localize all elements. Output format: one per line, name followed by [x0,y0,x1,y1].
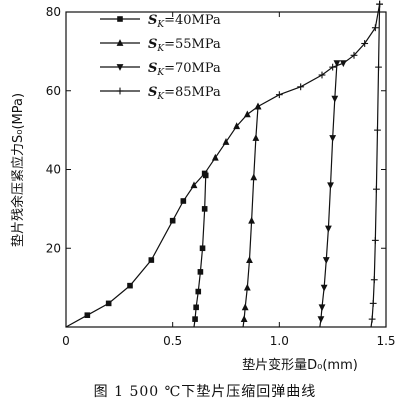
loading-curve-marker [361,40,369,47]
loading-curve-marker [190,181,198,189]
series-marker-3 [331,95,339,103]
series-marker-4 [373,185,380,193]
series-lines [65,4,381,328]
series-marker-1 [201,206,208,212]
ticks: 0 0.5 1.0 1.5 20 40 60 80 [46,5,396,348]
series-marker-2 [246,256,253,263]
series-marker-4 [375,63,382,71]
legend-marker-1 [117,16,123,22]
series-marker-2 [241,303,249,311]
loading-curve-marker [84,312,91,318]
series-marker-2 [240,315,248,323]
series-markers [84,0,383,324]
loading-curve-marker [105,300,112,307]
loading-curve-line [65,4,381,328]
legend-label-3: SK=70MPa [148,61,221,78]
loading-curve-marker [371,24,379,32]
series-marker-3 [325,225,332,233]
loading-curve-marker [222,138,230,145]
loading-curve-marker [329,63,337,71]
series-marker-3 [322,257,330,264]
x-tick-label: 0.5 [163,334,182,348]
series-marker-4 [376,0,383,8]
loading-curve-marker [169,217,176,224]
chart-svg: 0 0.5 1.0 1.5 20 40 60 80 SK=40MPa SK=55MPa SK=70… [10,0,396,373]
x-axis-label: 垫片变形量D₀(mm) [242,357,358,373]
x-tick-label: 1.0 [270,334,289,348]
series-marker-3 [329,135,337,142]
legend-marker-3 [116,64,124,71]
axes [65,11,387,328]
legend-label-1: SK=40MPa [148,13,221,30]
loading-curve-marker [318,71,326,79]
y-tick-label: 40 [46,163,61,177]
series-marker-3 [318,304,326,312]
series-marker-1 [202,172,209,179]
series-marker-1 [193,304,199,311]
loading-curve-marker [243,110,251,118]
loading-curve-marker [127,282,133,289]
series-line-4 [370,4,381,328]
figure-caption: 图 1 500 ℃下垫片压缩回弹曲线 [93,384,317,400]
series-marker-3 [320,284,328,292]
legend-marker-4 [116,87,124,95]
plot-frame [65,11,387,328]
loading-curve-marker [233,122,241,130]
series-marker-4 [374,126,381,134]
loading-curve-marker [148,257,155,263]
series-marker-3 [317,316,325,324]
legend-marker-2 [116,39,124,46]
x-tick-label: 1.5 [376,334,395,348]
loading-curve-marker [180,198,187,204]
series-marker-1 [197,269,204,275]
legend-label-4: SK=85MPa [148,85,221,102]
series-marker-3 [327,182,334,190]
series-line-3 [319,63,338,328]
loading-curve-marker [275,91,283,99]
y-tick-label: 60 [46,84,61,98]
legend-label-2: SK=55MPa [148,37,221,54]
loading-curve-marker [350,51,358,59]
loading-curve-marker [339,60,347,68]
series-marker-2 [248,216,255,224]
series-marker-4 [368,315,376,323]
series-marker-1 [195,288,202,295]
y-tick-label: 80 [46,5,61,19]
series-marker-4 [369,299,377,307]
y-tick-label: 20 [46,241,61,255]
series-marker-1 [199,245,206,252]
series-marker-3 [333,60,341,68]
loading-curve-marker [211,153,219,161]
series-marker-2 [243,283,251,291]
series-line-1 [193,175,207,328]
legend: SK=40MPa SK=55MPa SK=70MPa SK=85MPa [100,13,221,102]
series-marker-1 [192,316,198,322]
series-marker-4 [371,236,379,244]
series-marker-2 [254,102,262,110]
series-marker-2 [252,134,260,141]
series-marker-2 [250,173,258,181]
loading-curve-marker [297,83,305,91]
x-tick-label: 0 [62,334,70,348]
y-axis-label: 垫片残余压紧应力S₀(MPa) [10,93,26,247]
series-marker-4 [370,276,378,284]
